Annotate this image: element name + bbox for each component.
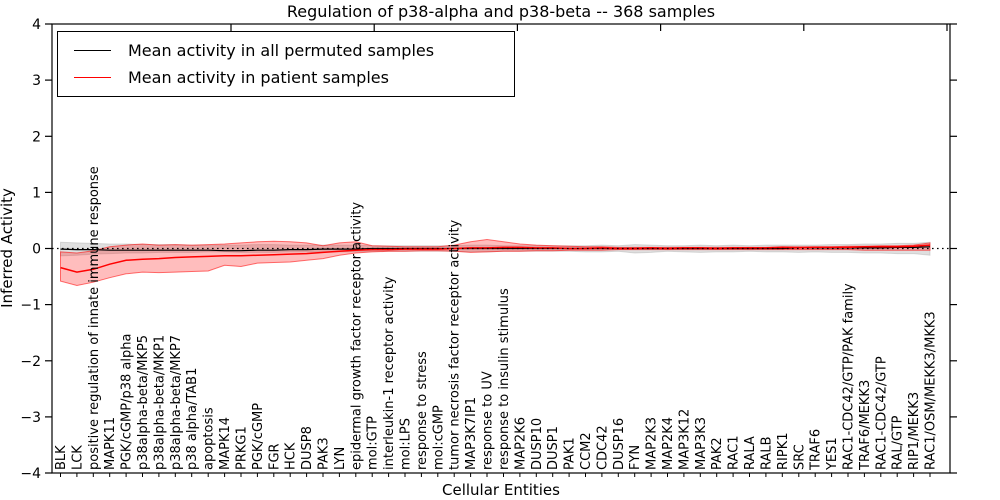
x-tick-label: DUSP10 — [530, 418, 545, 470]
x-tick-label: RAL/GTP — [891, 415, 906, 470]
x-tick-label: PAK2 — [710, 437, 725, 470]
patient-spread-band — [60, 238, 931, 287]
x-tick-label: DUSP1 — [546, 426, 561, 470]
red-line-swatch-icon — [74, 77, 111, 78]
y-tick-label: −2 — [20, 354, 41, 370]
x-tick-label: LYN — [333, 447, 348, 470]
permuted-mean-line — [60, 246, 931, 252]
y-tick-label: 4 — [32, 17, 41, 33]
x-tick-label: CCM2 — [579, 432, 594, 470]
x-tick-label: MAPK11 — [103, 417, 118, 470]
y-tick-label: −3 — [20, 410, 41, 426]
x-tick-label: RAC1 — [727, 435, 742, 470]
legend-label-patient: Mean activity in patient samples — [128, 68, 389, 87]
x-tick-label: MAP3K12 — [677, 409, 692, 470]
x-tick-label: response to UV — [481, 371, 496, 470]
y-tick-label: 2 — [32, 129, 41, 145]
y-tick-label: −4 — [20, 466, 41, 482]
x-tick-label: PAK3 — [316, 437, 331, 470]
y-axis-title: Inferred Activity — [0, 188, 16, 308]
x-tick-label: MAP3K7IP1 — [464, 397, 479, 470]
y-tick-label: 1 — [32, 185, 41, 201]
x-tick-label: YES1 — [825, 437, 840, 471]
x-tick-label: RALA — [743, 436, 758, 470]
x-tick-label: response to stress — [415, 351, 430, 470]
x-tick-label: mol:cGMP — [431, 405, 446, 470]
y-tick-label: 0 — [32, 242, 41, 258]
x-tick-label: PGK/cGMP/p38 alpha — [120, 334, 135, 470]
legend: Mean activity in all permuted samples Me… — [57, 31, 515, 97]
x-tick-label: mol:GTP — [366, 416, 381, 470]
x-tick-label: MAPK14 — [218, 417, 233, 470]
x-tick-label: RAC1-CDC42/GTP — [874, 356, 889, 470]
x-tick-label: RALB — [759, 436, 774, 470]
x-tick-label: p38alpha-beta/MKP1 — [152, 335, 167, 470]
legend-entry-permuted: Mean activity in all permuted samples — [58, 37, 514, 64]
black-line-swatch-icon — [74, 50, 111, 51]
x-tick-label: FYN — [628, 445, 643, 470]
legend-entry-patient: Mean activity in patient samples — [58, 64, 514, 91]
x-tick-label: RAC1-CDC42/GTP/PAK family — [841, 283, 856, 470]
x-tick-label: RIP1/MEKK3 — [907, 392, 922, 470]
x-tick-label: apoptosis — [202, 407, 217, 470]
x-tick-label: p38 alpha/TAB1 — [185, 368, 200, 470]
chart-title: Regulation of p38-alpha and p38-beta -- … — [287, 2, 715, 21]
x-tick-label: PGK/cGMP — [251, 403, 266, 470]
x-tick-label: LCK — [70, 445, 85, 470]
plot-area: −4 −3 −2 −1 0 1 2 3 4 BLK LCK positive regulation o… — [20, 17, 957, 482]
patient-mean-line — [60, 244, 931, 273]
x-tick-label: BLK — [54, 445, 69, 470]
x-tick-label: MAP2K3 — [645, 417, 660, 470]
x-tick-label: HCK — [284, 442, 299, 470]
x-tick-label: RAC1/OSM/MEKK3/MKK3 — [924, 311, 939, 470]
x-tick-label: mol:LPS — [399, 418, 414, 470]
x-axis-title: Cellular Entities — [442, 481, 560, 499]
x-tick-label: response to insulin stimulus — [497, 288, 512, 470]
y-tick-label: 3 — [32, 73, 41, 89]
x-tick-label: FGR — [267, 443, 282, 470]
x-tick-label: CDC42 — [595, 425, 610, 470]
x-tick-label: RIPK1 — [776, 432, 791, 470]
x-tick-label: SRC — [792, 444, 807, 470]
x-tick-label: TRAF6 — [809, 429, 824, 471]
x-tick-label: MAP2K6 — [513, 417, 528, 470]
x-tick-label: DUSP16 — [612, 418, 627, 470]
x-tick-label: epidermal growth factor receptor activit… — [349, 202, 364, 470]
x-tick-label: interleukin-1 receptor activity — [382, 276, 397, 470]
x-tick-label: MAP2K4 — [661, 417, 676, 470]
x-tick-label: PAK1 — [563, 437, 578, 470]
x-tick-label: MAP3K3 — [694, 417, 709, 470]
x-tick-label: DUSP8 — [300, 426, 315, 470]
x-tick-label: p38alpha-beta/MKP7 — [169, 335, 184, 470]
x-tick-label: PRKG1 — [234, 426, 249, 470]
x-tick-label: TRAF6/MEKK3 — [858, 380, 873, 471]
x-tick-label: p38alpha-beta/MKP5 — [136, 335, 151, 470]
x-tick-label: positive regulation of innate immune res… — [87, 166, 102, 470]
legend-label-permuted: Mean activity in all permuted samples — [128, 41, 435, 60]
x-tick-label: tumor necrosis factor receptor activity — [448, 219, 463, 470]
y-tick-label: −1 — [20, 298, 41, 314]
